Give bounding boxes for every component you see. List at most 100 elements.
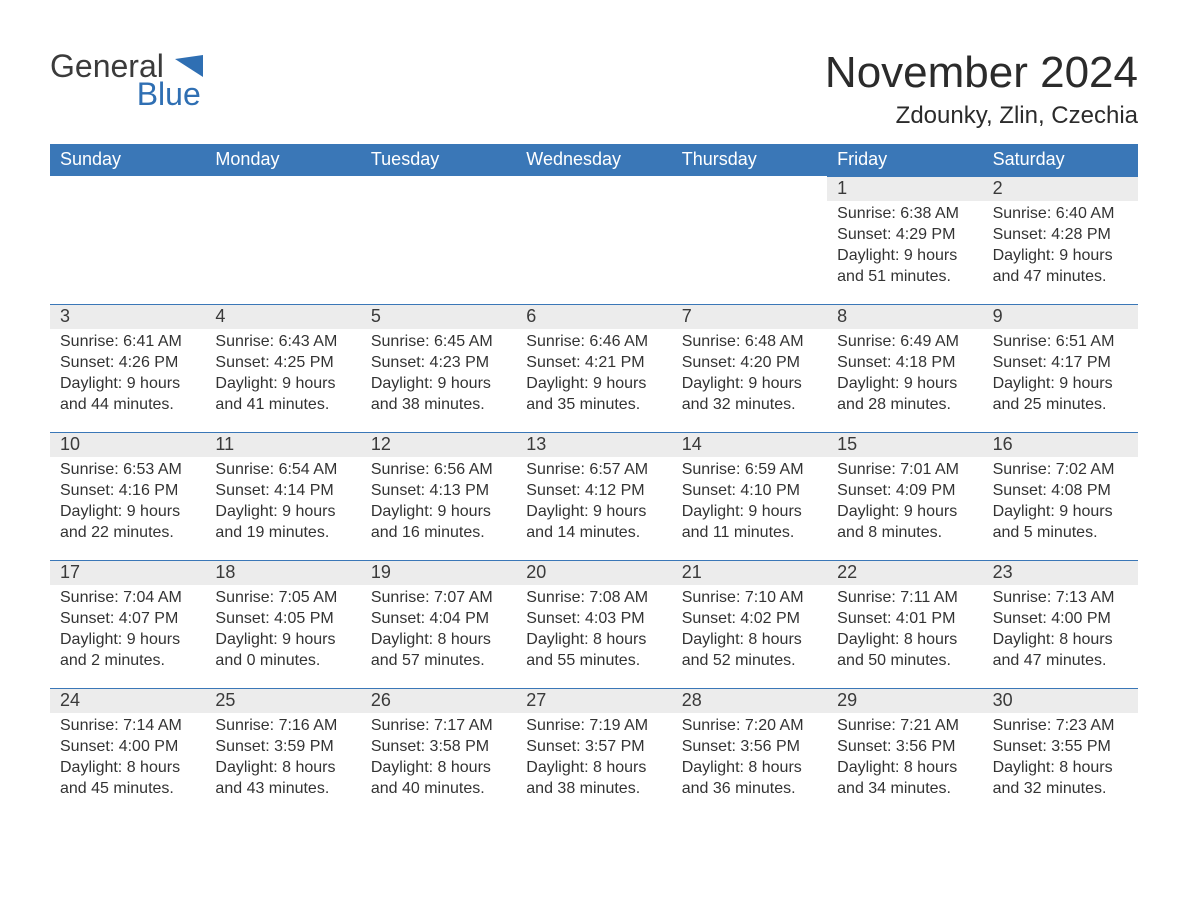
- day-body: Sunrise: 7:23 AMSunset: 3:55 PMDaylight:…: [983, 713, 1138, 803]
- sunrise-text: Sunrise: 7:02 AM: [993, 460, 1128, 481]
- day-body: Sunrise: 7:04 AMSunset: 4:07 PMDaylight:…: [50, 585, 205, 675]
- sunset-text: Sunset: 3:56 PM: [837, 737, 972, 758]
- weekday-header: Tuesday: [361, 144, 516, 176]
- day-cell: 28Sunrise: 7:20 AMSunset: 3:56 PMDayligh…: [672, 688, 827, 816]
- day-number: 29: [827, 688, 982, 713]
- daylight-text: and 19 minutes.: [215, 523, 350, 544]
- daylight-text: and 43 minutes.: [215, 779, 350, 800]
- sunrise-text: Sunrise: 6:56 AM: [371, 460, 506, 481]
- day-number: 18: [205, 560, 360, 585]
- sunrise-text: Sunrise: 6:46 AM: [526, 332, 661, 353]
- day-number: 19: [361, 560, 516, 585]
- day-cell: 26Sunrise: 7:17 AMSunset: 3:58 PMDayligh…: [361, 688, 516, 816]
- sunset-text: Sunset: 3:56 PM: [682, 737, 817, 758]
- sunrise-text: Sunrise: 7:05 AM: [215, 588, 350, 609]
- day-body: Sunrise: 6:40 AMSunset: 4:28 PMDaylight:…: [983, 201, 1138, 291]
- day-body: Sunrise: 6:59 AMSunset: 4:10 PMDaylight:…: [672, 457, 827, 547]
- day-body: Sunrise: 7:14 AMSunset: 4:00 PMDaylight:…: [50, 713, 205, 803]
- day-body: Sunrise: 7:20 AMSunset: 3:56 PMDaylight:…: [672, 713, 827, 803]
- day-body: Sunrise: 6:53 AMSunset: 4:16 PMDaylight:…: [50, 457, 205, 547]
- daylight-text: Daylight: 8 hours: [371, 758, 506, 779]
- day-number: 21: [672, 560, 827, 585]
- daylight-text: and 16 minutes.: [371, 523, 506, 544]
- daylight-text: and 52 minutes.: [682, 651, 817, 672]
- day-body: Sunrise: 7:10 AMSunset: 4:02 PMDaylight:…: [672, 585, 827, 675]
- weekday-header: Saturday: [983, 144, 1138, 176]
- sunset-text: Sunset: 4:21 PM: [526, 353, 661, 374]
- day-cell: 5Sunrise: 6:45 AMSunset: 4:23 PMDaylight…: [361, 304, 516, 432]
- sunrise-text: Sunrise: 6:48 AM: [682, 332, 817, 353]
- weekday-header: Wednesday: [516, 144, 671, 176]
- logo: General Blue: [50, 50, 203, 110]
- sunset-text: Sunset: 4:16 PM: [60, 481, 195, 502]
- sunrise-text: Sunrise: 7:20 AM: [682, 716, 817, 737]
- daylight-text: Daylight: 8 hours: [526, 758, 661, 779]
- day-body: Sunrise: 7:08 AMSunset: 4:03 PMDaylight:…: [516, 585, 671, 675]
- day-number: [50, 176, 205, 200]
- daylight-text: and 32 minutes.: [993, 779, 1128, 800]
- sunrise-text: Sunrise: 6:41 AM: [60, 332, 195, 353]
- day-number: 28: [672, 688, 827, 713]
- day-number: 17: [50, 560, 205, 585]
- daylight-text: Daylight: 8 hours: [526, 630, 661, 651]
- daylight-text: Daylight: 9 hours: [993, 502, 1128, 523]
- weekday-header: Monday: [205, 144, 360, 176]
- daylight-text: and 0 minutes.: [215, 651, 350, 672]
- sunrise-text: Sunrise: 6:51 AM: [993, 332, 1128, 353]
- day-number: 13: [516, 432, 671, 457]
- weekday-header: Sunday: [50, 144, 205, 176]
- day-number: 10: [50, 432, 205, 457]
- day-cell: 22Sunrise: 7:11 AMSunset: 4:01 PMDayligh…: [827, 560, 982, 688]
- daylight-text: and 34 minutes.: [837, 779, 972, 800]
- sunrise-text: Sunrise: 7:08 AM: [526, 588, 661, 609]
- sunset-text: Sunset: 4:28 PM: [993, 225, 1128, 246]
- sunset-text: Sunset: 4:05 PM: [215, 609, 350, 630]
- page-subtitle: Zdounky, Zlin, Czechia: [825, 102, 1138, 130]
- calendar-page: General Blue November 2024 Zdounky, Zlin…: [0, 0, 1188, 856]
- day-number: 9: [983, 304, 1138, 329]
- weeks-container: 1Sunrise: 6:38 AMSunset: 4:29 PMDaylight…: [50, 176, 1138, 816]
- weekday-header: Friday: [827, 144, 982, 176]
- day-cell: [672, 176, 827, 304]
- daylight-text: and 28 minutes.: [837, 395, 972, 416]
- day-number: 16: [983, 432, 1138, 457]
- day-body: Sunrise: 6:57 AMSunset: 4:12 PMDaylight:…: [516, 457, 671, 547]
- day-number: 20: [516, 560, 671, 585]
- sunrise-text: Sunrise: 6:40 AM: [993, 204, 1128, 225]
- week-row: 3Sunrise: 6:41 AMSunset: 4:26 PMDaylight…: [50, 304, 1138, 432]
- heading: November 2024 Zdounky, Zlin, Czechia: [825, 50, 1138, 130]
- daylight-text: Daylight: 9 hours: [60, 502, 195, 523]
- daylight-text: and 11 minutes.: [682, 523, 817, 544]
- daylight-text: Daylight: 9 hours: [215, 630, 350, 651]
- sunrise-text: Sunrise: 7:13 AM: [993, 588, 1128, 609]
- day-cell: 6Sunrise: 6:46 AMSunset: 4:21 PMDaylight…: [516, 304, 671, 432]
- day-cell: 1Sunrise: 6:38 AMSunset: 4:29 PMDaylight…: [827, 176, 982, 304]
- calendar: Sunday Monday Tuesday Wednesday Thursday…: [50, 144, 1138, 816]
- daylight-text: Daylight: 9 hours: [837, 374, 972, 395]
- sunset-text: Sunset: 4:17 PM: [993, 353, 1128, 374]
- sunset-text: Sunset: 4:26 PM: [60, 353, 195, 374]
- sunrise-text: Sunrise: 6:54 AM: [215, 460, 350, 481]
- day-number: 12: [361, 432, 516, 457]
- day-cell: 30Sunrise: 7:23 AMSunset: 3:55 PMDayligh…: [983, 688, 1138, 816]
- daylight-text: and 51 minutes.: [837, 267, 972, 288]
- daylight-text: and 47 minutes.: [993, 651, 1128, 672]
- daylight-text: Daylight: 8 hours: [60, 758, 195, 779]
- day-body: Sunrise: 7:05 AMSunset: 4:05 PMDaylight:…: [205, 585, 360, 675]
- daylight-text: Daylight: 8 hours: [837, 630, 972, 651]
- day-number: 30: [983, 688, 1138, 713]
- daylight-text: and 47 minutes.: [993, 267, 1128, 288]
- day-body: Sunrise: 7:07 AMSunset: 4:04 PMDaylight:…: [361, 585, 516, 675]
- day-cell: 27Sunrise: 7:19 AMSunset: 3:57 PMDayligh…: [516, 688, 671, 816]
- sunset-text: Sunset: 4:13 PM: [371, 481, 506, 502]
- daylight-text: Daylight: 9 hours: [682, 502, 817, 523]
- flag-icon: [175, 55, 203, 77]
- day-body: Sunrise: 6:54 AMSunset: 4:14 PMDaylight:…: [205, 457, 360, 547]
- day-number: [672, 176, 827, 200]
- daylight-text: and 38 minutes.: [371, 395, 506, 416]
- sunset-text: Sunset: 4:00 PM: [60, 737, 195, 758]
- daylight-text: and 40 minutes.: [371, 779, 506, 800]
- sunrise-text: Sunrise: 7:04 AM: [60, 588, 195, 609]
- daylight-text: and 25 minutes.: [993, 395, 1128, 416]
- sunset-text: Sunset: 4:00 PM: [993, 609, 1128, 630]
